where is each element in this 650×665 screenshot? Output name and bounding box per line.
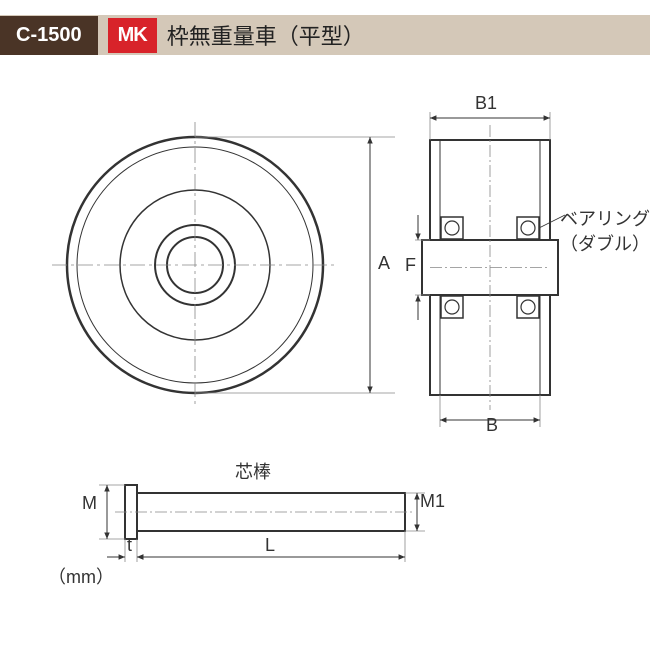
- diagram-svg: [0, 55, 650, 635]
- dim-B1: B1: [475, 93, 497, 114]
- double-label: （ダブル）: [560, 230, 650, 256]
- shaft-label: 芯棒: [235, 458, 271, 484]
- product-code: C-1500: [0, 16, 98, 55]
- technical-diagram: B1 A ベアリング （ダブル） F B 芯棒 M M1 t L （mm）: [0, 55, 650, 635]
- bearing-label: ベアリング: [560, 205, 650, 231]
- product-title: 枠無重量車（平型）: [167, 19, 365, 51]
- unit-label: （mm）: [48, 563, 114, 589]
- dim-M1: M1: [420, 491, 445, 512]
- dim-F: F: [405, 255, 416, 276]
- brand-logo: MK: [108, 18, 157, 53]
- dim-B: B: [486, 415, 498, 436]
- dim-M: M: [82, 493, 97, 514]
- dim-L: L: [265, 535, 275, 556]
- dim-t: t: [127, 535, 132, 556]
- dim-A: A: [378, 253, 390, 274]
